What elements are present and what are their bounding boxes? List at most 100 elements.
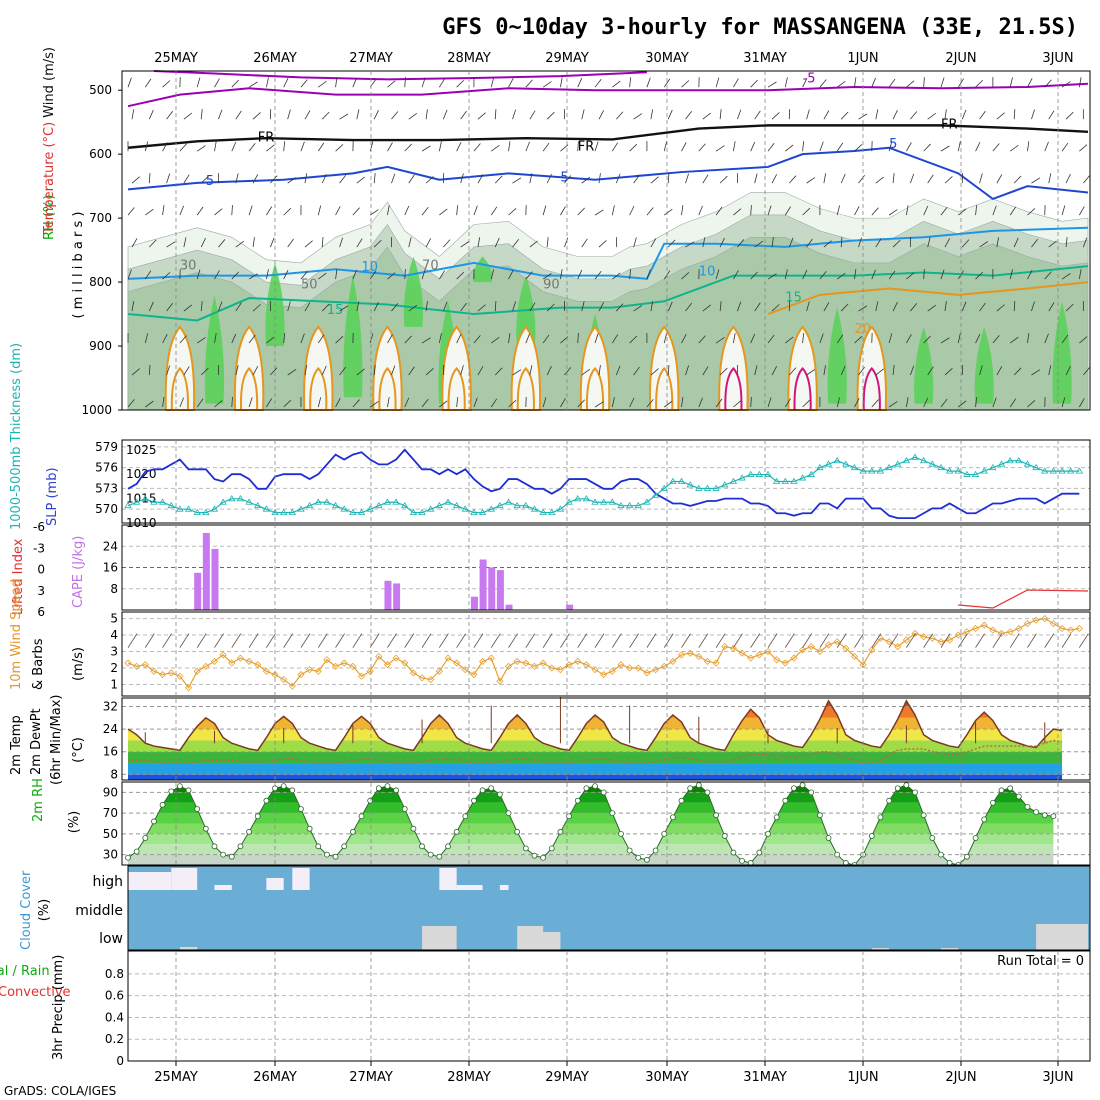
- wind10-point: [850, 652, 859, 661]
- wind-barb: [494, 367, 503, 376]
- wind-barb: [892, 110, 898, 120]
- cloud-high-label: high: [92, 874, 123, 890]
- wind10-barb: [179, 633, 190, 648]
- wind10-point: [669, 657, 677, 665]
- wind-barb: [438, 333, 442, 344]
- wind-barb: [633, 174, 640, 184]
- wind-barb: [425, 368, 434, 376]
- wind-barb: [404, 143, 412, 152]
- wind-barb: [650, 176, 659, 184]
- cape-panel-frame: [121, 524, 1091, 611]
- rh2m-point: [644, 856, 650, 863]
- wind-barb: [248, 143, 256, 152]
- wind-barb: [1027, 78, 1033, 88]
- wind-barb: [854, 269, 857, 280]
- wind-barb: [339, 175, 347, 184]
- thickness-point: [401, 501, 409, 509]
- wind10-point: [271, 671, 279, 679]
- wind-barb: [439, 78, 445, 88]
- rh2m-point: [142, 835, 149, 841]
- wind10-tick: 3: [110, 645, 118, 659]
- thickness-point: [565, 498, 573, 505]
- wind-barb: [560, 144, 569, 152]
- thickness-point: [409, 508, 418, 516]
- thickness-point: [894, 460, 902, 467]
- rh-band: [128, 833, 1054, 845]
- wind10-point: [548, 664, 556, 672]
- wind10-unit-label: (m/s): [71, 647, 86, 681]
- wind-barb: [421, 337, 431, 344]
- wind10-point: [375, 652, 383, 661]
- wind-barb: [923, 335, 931, 344]
- wind-barb: [594, 141, 599, 152]
- wind-barb: [650, 238, 657, 248]
- wind-barb: [771, 366, 778, 376]
- thickness-point: [911, 453, 919, 460]
- wind-barb: [1065, 365, 1071, 376]
- cloud-cover-label: Cloud Cover: [19, 870, 34, 950]
- thickness-point: [971, 470, 980, 477]
- wind10-barb: [957, 633, 968, 648]
- wind-barb: [771, 304, 780, 312]
- wind-barb: [473, 397, 478, 408]
- rh2m-point: [384, 783, 391, 790]
- wind-barb: [248, 334, 256, 344]
- wind10-point: [150, 667, 158, 675]
- wind-barb: [979, 173, 983, 184]
- wind-barb: [408, 366, 415, 376]
- wind-barb: [940, 145, 950, 152]
- wind-barb: [373, 239, 382, 248]
- wind-barb: [719, 109, 722, 120]
- wind-barb: [581, 368, 591, 376]
- rh2m-point: [237, 843, 244, 850]
- cape-tick: 24: [103, 539, 118, 553]
- thickness-point: [349, 508, 357, 516]
- rh2m-tick: 30: [103, 848, 118, 862]
- date-label-top: 26MAY: [253, 51, 297, 66]
- temp-contour-20: [767, 281, 1089, 315]
- wind-barb: [1009, 144, 1019, 152]
- wind-barb: [685, 241, 695, 248]
- wind-barb: [460, 173, 464, 184]
- wind-barb: [456, 205, 459, 216]
- rh2m-point: [349, 828, 356, 835]
- thickness-point: [297, 505, 305, 512]
- rh2m-point: [981, 816, 988, 823]
- wind-barb: [1009, 77, 1013, 88]
- wind-barb: [373, 365, 376, 376]
- thickness-point: [288, 508, 297, 516]
- wind-barb: [905, 397, 909, 408]
- wind-barb: [317, 397, 322, 408]
- wind-barb: [144, 270, 152, 280]
- wind-barb: [162, 397, 165, 408]
- wind10-point: [435, 667, 443, 675]
- wind-barb: [564, 367, 572, 376]
- wind-barb: [404, 77, 406, 88]
- wind10-point: [703, 657, 712, 665]
- wind-barb: [667, 239, 676, 248]
- wind10-point: [556, 666, 564, 674]
- wind10-barb: [923, 633, 934, 648]
- wind-barb: [317, 142, 325, 152]
- wind-barb: [166, 241, 176, 248]
- wind10-point: [176, 672, 184, 680]
- wind-barb: [494, 237, 500, 248]
- cloud-low-block: [422, 926, 457, 950]
- temp-band: [128, 717, 1063, 730]
- wind-barb: [1079, 144, 1088, 152]
- wind10-tick: 1: [110, 677, 118, 691]
- wind10-barb: [439, 633, 449, 648]
- wind10-barb: [906, 633, 916, 648]
- thickness-point: [530, 505, 539, 512]
- wind-barb: [615, 173, 621, 184]
- wind-barb: [996, 112, 1005, 120]
- wind10-barb: [888, 633, 899, 648]
- wind10-point: [807, 643, 815, 651]
- cloud-high-block: [439, 868, 457, 890]
- wind-barb: [183, 112, 193, 120]
- wind10-point: [530, 662, 539, 670]
- wind10-point: [816, 647, 824, 656]
- wind10-barb: [854, 633, 864, 648]
- wind-barb: [611, 397, 615, 408]
- wind-barb: [719, 175, 728, 184]
